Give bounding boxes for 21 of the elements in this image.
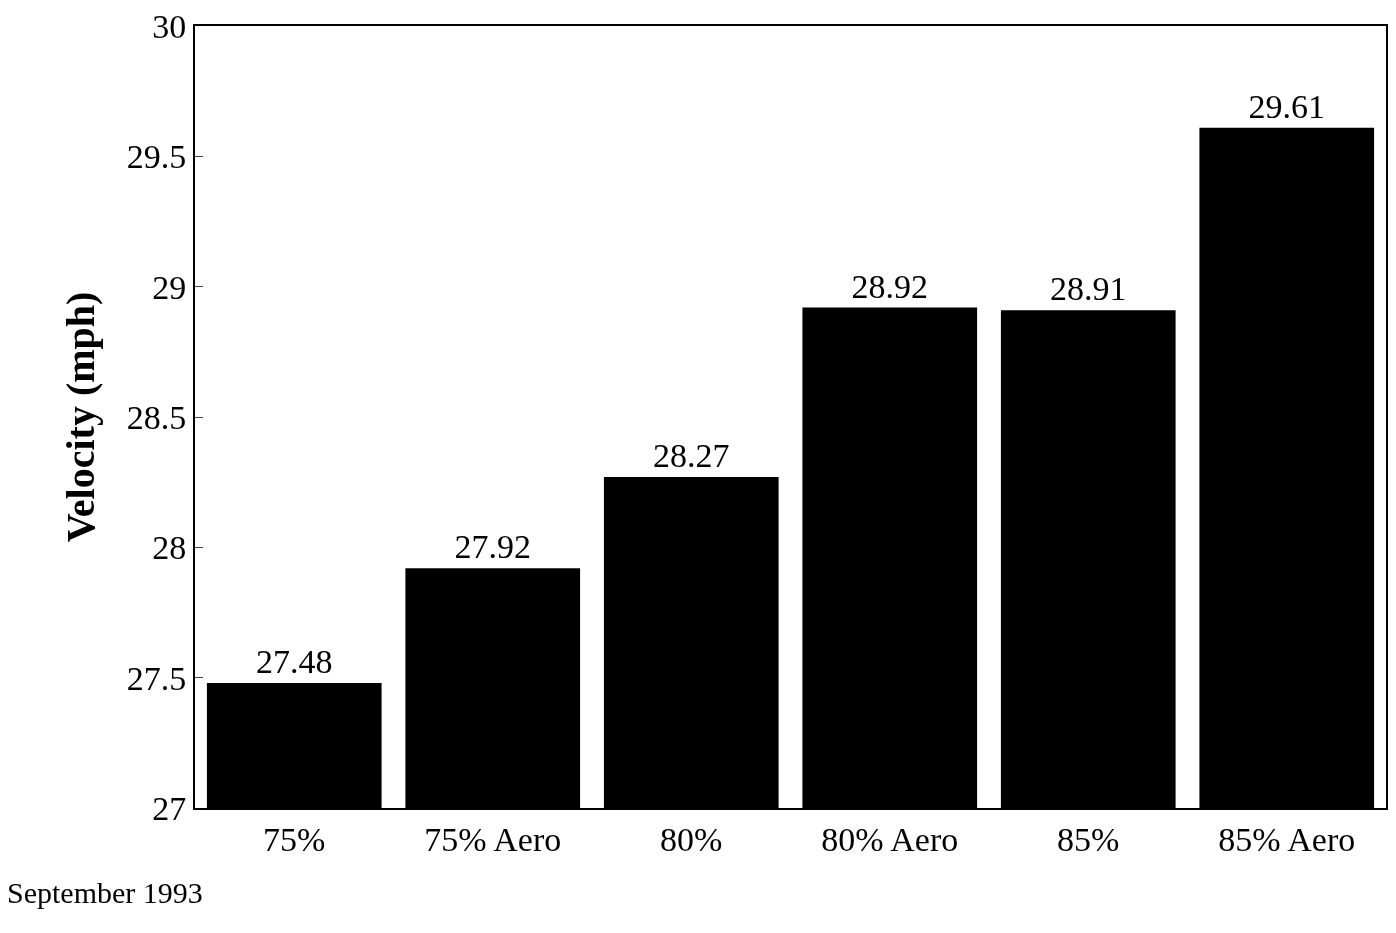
data-label: 28.27 bbox=[653, 436, 730, 474]
x-tick-label: 85% bbox=[1057, 820, 1120, 858]
data-label: 28.92 bbox=[851, 267, 928, 305]
y-tick-label: 28.5 bbox=[126, 398, 187, 436]
y-tick-label: 29 bbox=[152, 268, 187, 306]
y-tick-label: 29.5 bbox=[126, 138, 187, 176]
data-label: 28.91 bbox=[1050, 270, 1127, 308]
data-label: 29.61 bbox=[1248, 87, 1325, 125]
y-tick-label: 28 bbox=[152, 529, 187, 567]
x-tick-label: 85% Aero bbox=[1218, 820, 1356, 858]
x-tick-label: 75% Aero bbox=[424, 820, 562, 858]
x-tick-label: 75% bbox=[263, 820, 326, 858]
y-tick-label: 27 bbox=[152, 789, 187, 827]
y-axis-title: Velocity (mph) bbox=[57, 291, 103, 543]
text: September 1993 bbox=[7, 876, 203, 909]
y-tick-label: 27.5 bbox=[126, 659, 187, 697]
data-label: 27.92 bbox=[454, 528, 531, 566]
x-tick-label: 80% Aero bbox=[821, 820, 959, 858]
data-label: 27.48 bbox=[256, 642, 333, 680]
x-tick-label: 80% bbox=[660, 820, 723, 858]
y-tick-label: 30 bbox=[152, 7, 187, 45]
